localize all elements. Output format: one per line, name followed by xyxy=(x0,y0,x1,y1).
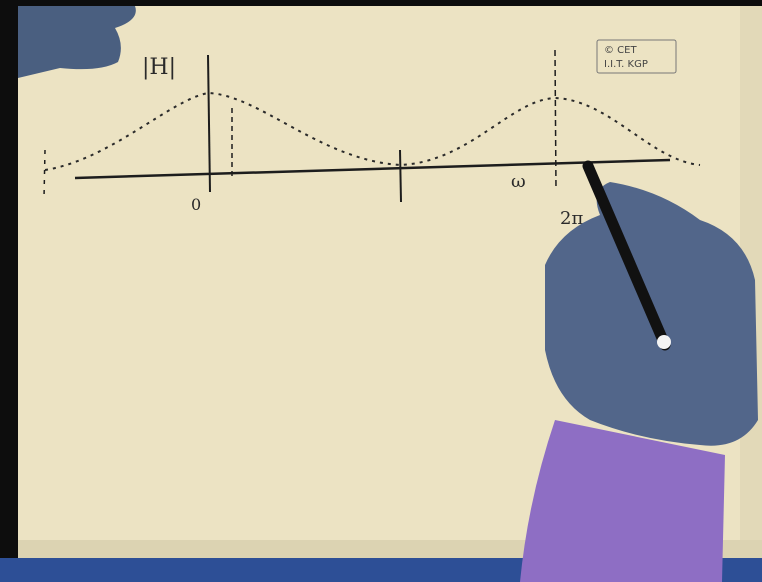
video-frame: © CET I.I.T. KGP |H| 0 ω 2π xyxy=(0,0,762,582)
watermark-line1: © CET xyxy=(604,45,637,56)
midpoint-tick xyxy=(400,150,401,202)
origin-label: 0 xyxy=(191,195,201,214)
omega-label: ω xyxy=(511,171,526,192)
magnitude-label: |H| xyxy=(142,55,176,80)
watermark-line2: I.I.T. KGP xyxy=(604,59,648,70)
pen-cap xyxy=(657,335,671,349)
page: © CET I.I.T. KGP |H| 0 ω 2π (() => { con… xyxy=(0,0,762,582)
